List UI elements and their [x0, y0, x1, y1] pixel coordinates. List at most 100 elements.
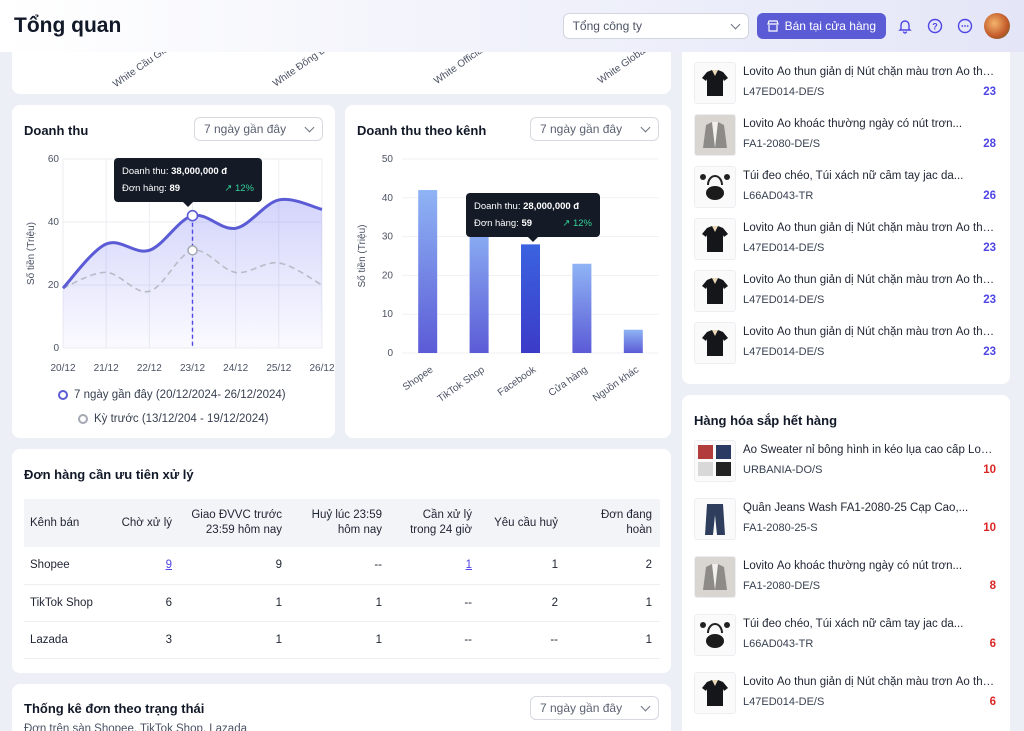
- product-sku: L66AD043-TR: [743, 190, 814, 202]
- trend-up-icon: ↗: [562, 218, 571, 229]
- x-tick-label: 25/12: [266, 363, 291, 374]
- product-count: 28: [983, 138, 996, 150]
- channel-bar-chart: 0 10 20 30 40 50 Số tiền (Triệu) Shopee TikTok S…: [356, 154, 659, 405]
- product-thumbnail: [694, 270, 736, 312]
- y-tick-label: 20: [382, 270, 394, 281]
- legend-marker: [78, 414, 88, 424]
- help-icon[interactable]: ?: [924, 15, 946, 37]
- table-header-row: Kênh bán Chờ xử lý Giao ĐVVC trước 23:59…: [24, 499, 660, 547]
- pending-link[interactable]: 9: [165, 559, 172, 572]
- company-select[interactable]: Tổng công ty: [562, 13, 749, 39]
- bar: [418, 190, 438, 353]
- product-item[interactable]: Lovito Áo thun giản dị Nút chặn màu trơn…: [694, 218, 1000, 262]
- status-range-select[interactable]: 7 ngày gần đây: [530, 696, 659, 720]
- x-tick-label: 24/12: [223, 363, 248, 374]
- channel-range-select[interactable]: 7 ngày gần đây: [530, 117, 659, 141]
- product-item[interactable]: Lovito Áo khoác thường ngày có nút trơn.…: [694, 114, 1000, 158]
- product-item[interactable]: Quần Jeans Wash FA1-2080-25 Cạp Cao,... F…: [694, 498, 1000, 542]
- product-name: Lovito Áo thun giản dị Nút chặn màu trơn…: [743, 676, 995, 688]
- product-sku: L47ED014-DE/S: [743, 86, 825, 98]
- revenue-range-select[interactable]: 7 ngày gần đây: [194, 117, 323, 141]
- product-item[interactable]: Túi đeo chéo, Túi xách nữ cầm tay jac da…: [694, 166, 1000, 210]
- channel-revenue-card: Doanh thu theo kênh 7 ngày gần đây 0 10 20…: [345, 105, 671, 438]
- product-thumbnail: [694, 556, 736, 598]
- user-avatar[interactable]: [984, 13, 1010, 39]
- legend-current-label: 7 ngày gần đây (20/12/2024- 26/12/2024): [74, 389, 286, 401]
- tooltip-revenue-value: 28,000,000 đ: [523, 201, 580, 212]
- x-tick-label: 20/12: [50, 363, 75, 374]
- data-point: [187, 245, 198, 256]
- channel-cell: Shopee: [24, 547, 112, 585]
- pending-cell[interactable]: 9: [112, 547, 180, 585]
- product-item[interactable]: Lovito Áo thun giản dị Nút chặn màu trơn…: [694, 672, 1000, 716]
- product-name: Lovito Áo khoác thường ngày có nút trơn.…: [743, 118, 963, 130]
- x-tick-label: 22/12: [137, 363, 162, 374]
- status-range-value: 7 ngày gần đây: [540, 701, 623, 715]
- product-sku: L47ED014-DE/S: [743, 242, 825, 254]
- within-24h-cell: --: [390, 584, 480, 622]
- product-item[interactable]: Lovito Áo thun giản dị Nút chặn màu trơn…: [694, 322, 1000, 366]
- within-24h-cell: --: [390, 621, 480, 659]
- store-icon: [766, 20, 779, 32]
- product-count: 6: [989, 638, 996, 650]
- tooltip-orders-label: Đơn hàng:: [474, 218, 519, 229]
- column-header: Huỷ lúc 23:59 hôm nay: [290, 499, 390, 547]
- product-thumbnail: [694, 322, 736, 364]
- product-count: 23: [983, 294, 996, 306]
- more-icon[interactable]: [954, 15, 976, 37]
- pending-cell: 3: [112, 621, 180, 659]
- product-item[interactable]: Áo Sweater nỉ bông hình in kéo lụa cao c…: [694, 440, 1000, 484]
- tooltip-pct: 12%: [572, 218, 592, 229]
- product-name: Lovito Áo thun giản dị Nút chặn màu trơn…: [743, 274, 995, 286]
- ship-before-cell: 9: [180, 547, 290, 585]
- within-24h-cell[interactable]: 1: [390, 547, 480, 585]
- product-sku: L47ED014-DE/S: [743, 696, 825, 708]
- table-row: TikTok Shop 6 1 1 -- 2 1: [24, 584, 660, 622]
- legend-previous[interactable]: Kỳ trước (13/12/204 - 19/12/2024): [78, 413, 268, 425]
- y-axis-label: Số tiền (Triệu): [25, 222, 37, 285]
- ship-before-cell: 1: [180, 621, 290, 659]
- sell-in-store-button[interactable]: Bán tại cửa hàng: [756, 13, 886, 39]
- cancel-request-cell: 2: [480, 584, 566, 622]
- product-count: 23: [983, 346, 996, 358]
- page-title: Tổng quan: [14, 14, 122, 37]
- product-sku: FA1-2080-DE/S: [743, 580, 821, 592]
- product-item[interactable]: Túi đeo chéo, Túi xách nữ cầm tay jac da…: [694, 614, 1000, 658]
- product-count: 10: [983, 464, 996, 476]
- column-header: Chờ xử lý: [112, 499, 180, 547]
- column-header: Cần xử lý trong 24 giờ: [390, 499, 480, 547]
- product-item[interactable]: Lovito Áo thun giản dị Nút chặn màu trơn…: [694, 270, 1000, 314]
- product-item[interactable]: Lovito Áo khoác thường ngày có nút trơn.…: [694, 556, 1000, 600]
- product-sku: L47ED014-DE/S: [743, 294, 825, 306]
- status-stats-title: Thống kê đơn theo trạng thái: [24, 701, 205, 716]
- y-tick-label: 30: [382, 232, 394, 243]
- table-row: Shopee 9 9 -- 1 1 2: [24, 547, 660, 585]
- legend-previous-label: Kỳ trước (13/12/204 - 19/12/2024): [94, 413, 269, 425]
- revenue-card: Doanh thu 7 ngày gần đây 0 20 40 60 20/12 21/…: [12, 105, 335, 438]
- product-name: Lovito Áo thun giản dị Nút chặn màu trơn…: [743, 326, 995, 338]
- bell-icon[interactable]: [894, 15, 916, 37]
- cancel-at-cell: --: [290, 547, 390, 585]
- ship-before-cell: 1: [180, 584, 290, 622]
- product-thumbnail: [694, 498, 736, 540]
- y-tick-label: 20: [48, 280, 60, 291]
- product-item[interactable]: Lovito Áo thun giản dị Nút chặn màu trơn…: [694, 62, 1000, 106]
- product-thumbnail: [694, 614, 736, 656]
- chevron-down-icon: [730, 19, 741, 29]
- product-sku: L47ED014-DE/S: [743, 346, 825, 358]
- product-thumbnail: [694, 218, 736, 260]
- y-tick-label: 50: [382, 154, 394, 165]
- revenue-range-value: 7 ngày gần đây: [204, 122, 287, 136]
- status-stats-subtitle: Đơn trên sàn Shopee, TikTok Shop, Lazada: [24, 723, 247, 731]
- y-axis-label: Số tiền (Triệu): [356, 225, 368, 288]
- legend-marker: [58, 390, 68, 400]
- bar: [572, 263, 592, 353]
- product-count: 26: [983, 190, 996, 202]
- product-thumbnail: [694, 114, 736, 156]
- revenue-tooltip: Doanh thu: 38,000,000 đ Đơn hàng: 89 ↗ 12…: [114, 158, 262, 207]
- product-name: Lovito Áo thun giản dị Nút chặn màu trơn…: [743, 222, 995, 234]
- within-24h-link[interactable]: 1: [465, 559, 472, 572]
- legend-current[interactable]: 7 ngày gần đây (20/12/2024- 26/12/2024): [58, 389, 286, 401]
- y-tick-label: 60: [48, 154, 60, 165]
- x-tick-label: TikTok Shop: [436, 364, 487, 405]
